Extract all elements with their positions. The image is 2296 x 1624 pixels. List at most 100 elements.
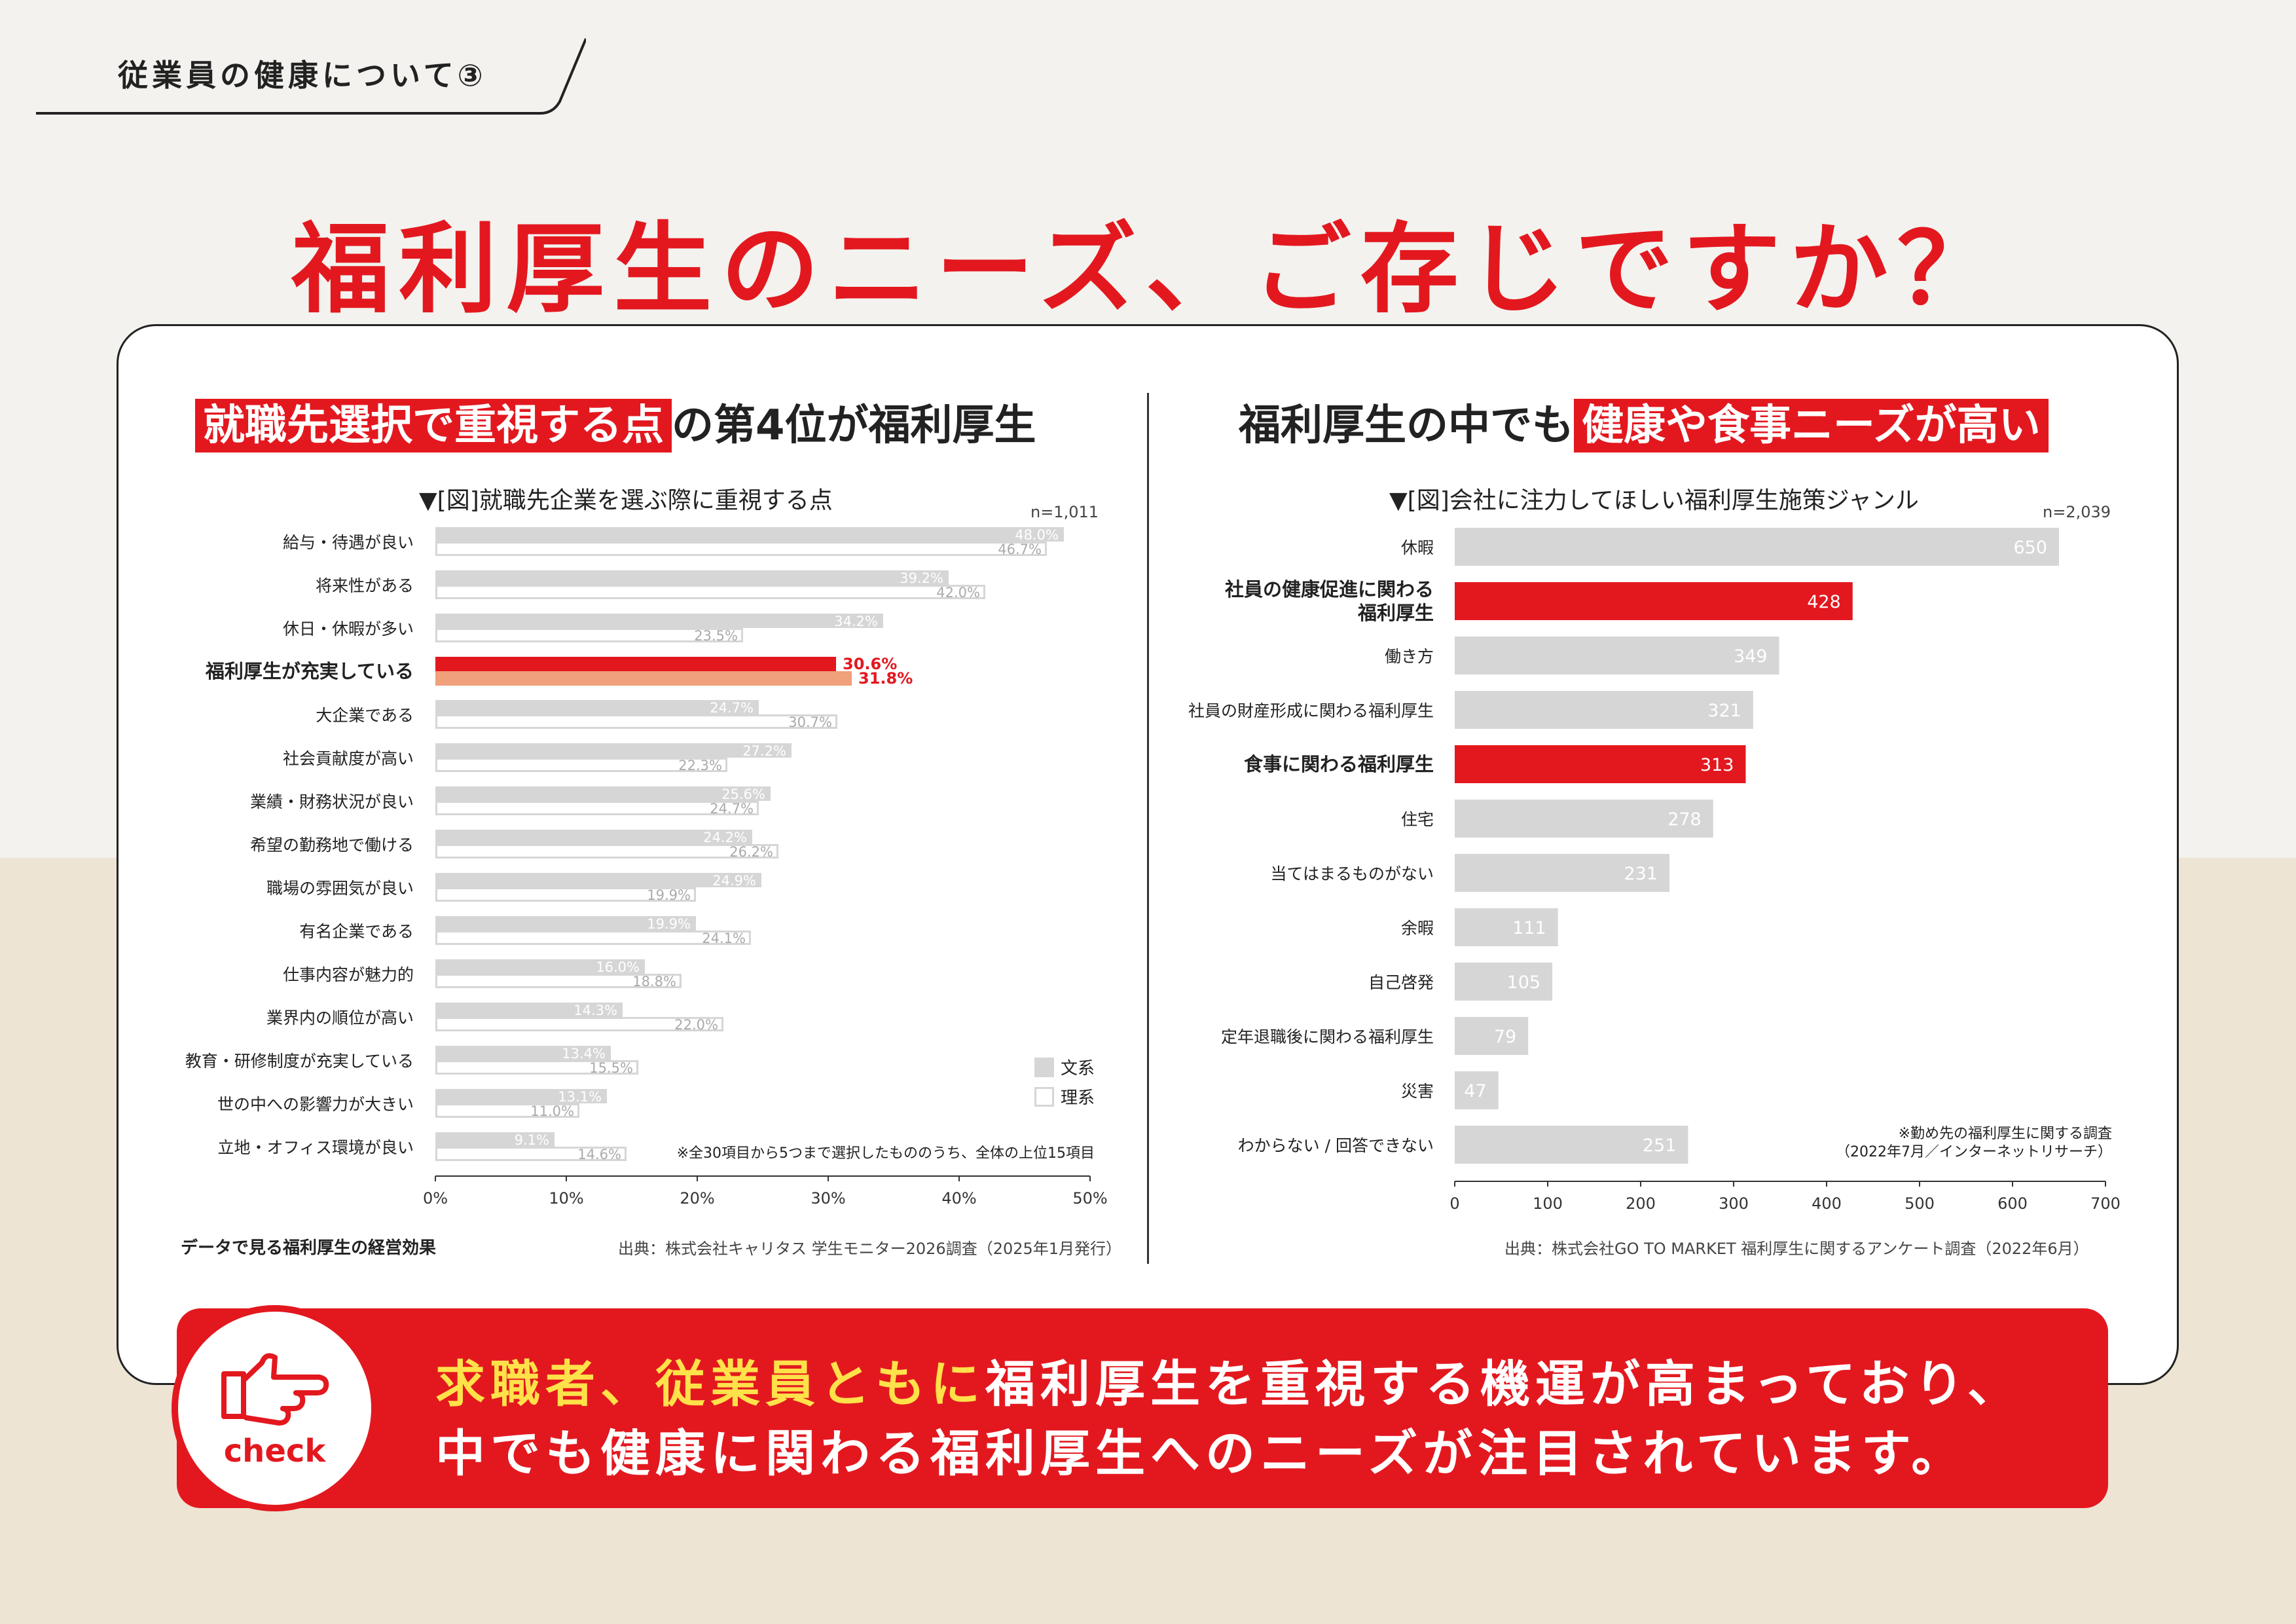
left-source: 出典：株式会社キャリタス 学生モニター2026調査（2025年1月発行） (618, 1240, 1122, 1258)
category-label: 福利厚生が充実している (205, 660, 414, 682)
data-label: 47 (1464, 1081, 1486, 1101)
chart-note-line2: （2022年7月／インターネットリサーチ） (1836, 1144, 2112, 1160)
category-label: わからない / 回答できない (1238, 1136, 1434, 1155)
right-title-rest: 福利厚生の中でも (1239, 401, 1574, 450)
data-label-bunkei: 16.0% (596, 959, 640, 975)
data-label-bunkei: 27.2% (742, 743, 786, 759)
category-label: 災害 (1401, 1082, 1434, 1101)
data-label-bunkei: 19.9% (647, 916, 691, 932)
category-label: 有名企業である (299, 922, 414, 941)
bar (1455, 1071, 1499, 1109)
x-tick-label: 700 (2090, 1194, 2121, 1213)
chart-note-line1: ※勤め先の福利厚生に関する調査 (1899, 1126, 2112, 1142)
right-section-title: 福利厚生の中でも 健康や食事ニーズが高い (1239, 392, 2049, 452)
page-title: 福利厚生のニーズ、ご存じですか？ (291, 213, 2005, 327)
data-label-bunkei: 39.2% (900, 570, 943, 586)
category-label: 将来性がある (316, 576, 414, 595)
bar-rikei (435, 758, 727, 772)
bar (1455, 854, 1670, 892)
x-tick-label: 10% (549, 1189, 583, 1208)
left-n-label: n=1,011 (1030, 503, 1099, 521)
category-label: 食事に関わる福利厚生 (1244, 753, 1434, 775)
data-label: 111 (1512, 918, 1546, 938)
bar (1455, 1126, 1688, 1164)
x-tick-label: 400 (1812, 1194, 1842, 1213)
right-chart-caption: ▼[図]会社に注力してほしい福利厚生施策ジャンル (1389, 487, 1919, 514)
data-label-rikei: 26.2% (729, 844, 773, 860)
check-text-highlight: 求職者、従業員ともに (435, 1355, 985, 1413)
check-badge: check (172, 1305, 378, 1511)
legend-label-rikei: 理系 (1061, 1088, 1095, 1108)
check-text-line1-rest: 福利厚生を重視する機運が高まっており、 (985, 1355, 2022, 1413)
data-label: 251 (1643, 1135, 1677, 1156)
left-title-rest: の第4位が福利厚生 (672, 401, 1036, 450)
category-label: 世の中への影響力が大きい (217, 1095, 414, 1114)
bar-bunkei (435, 916, 696, 931)
bar-bunkei (435, 959, 645, 974)
section-tag: 従業員の健康について③ (36, 36, 586, 118)
bar-rikei (435, 1060, 638, 1075)
data-label-bunkei: 34.2% (834, 614, 878, 629)
category-label: 社員の財産形成に関わる福利厚生 (1188, 701, 1434, 720)
x-tick-label: 50% (1072, 1189, 1107, 1208)
data-label-bunkei: 30.6% (843, 655, 897, 673)
data-label-rikei: 22.0% (674, 1017, 718, 1033)
data-label-bunkei: 24.2% (703, 830, 747, 845)
legend-label-bunkei: 文系 (1061, 1059, 1095, 1079)
data-label-bunkei: 24.9% (712, 873, 756, 889)
category-label: 社会貢献度が高い (283, 749, 414, 768)
bar-rikei (435, 542, 1047, 556)
card-divider (1147, 393, 1149, 1264)
check-text-line2: 中でも健康に関わる福利厚生へのニーズが注目されています。 (435, 1424, 1967, 1483)
left-chart-caption: ▼[図]就職先企業を選ぶ際に重視する点 (419, 487, 833, 514)
bar (1455, 963, 1553, 1001)
data-label: 321 (1707, 701, 1741, 721)
data-label: 349 (1734, 646, 1768, 667)
data-label-rikei: 18.8% (632, 974, 676, 989)
bar-bunkei (435, 527, 1064, 542)
data-label-bunkei: 24.7% (710, 700, 754, 716)
right-source: 出典：株式会社GO TO MARKET 福利厚生に関するアンケート調査（2022… (1504, 1240, 2089, 1258)
right-title-highlight: 健康や食事ニーズが高い (1574, 399, 2049, 452)
section-tag-text: 従業員の健康について③ (118, 58, 487, 93)
bar-rikei (435, 1103, 579, 1118)
bar-rikei (435, 1017, 723, 1031)
category-label: 立地・オフィス環境が良い (217, 1138, 414, 1157)
category-label: 業界内の順位が高い (266, 1008, 414, 1027)
data-label-rikei: 24.7% (710, 801, 754, 817)
bar-bunkei (435, 700, 759, 714)
bar-rikei (435, 628, 743, 642)
data-label-bunkei: 13.4% (562, 1046, 606, 1061)
data-label: 313 (1700, 755, 1734, 775)
category-label: 社員の健康促進に関わる (1225, 578, 1434, 600)
category-label: 希望の勤務地で働ける (250, 836, 414, 855)
data-label-rikei: 30.7% (788, 714, 832, 730)
legend-swatch-rikei (1034, 1087, 1054, 1107)
data-label-rikei: 19.9% (647, 887, 691, 903)
bar (1455, 691, 1753, 729)
category-label: 当てはまるものがない (1270, 864, 1434, 883)
chart-note: ※全30項目から5つまで選択したもののうち、全体の上位15項目 (677, 1145, 1095, 1162)
data-label-rikei: 46.7% (998, 542, 1042, 557)
data-label: 79 (1494, 1027, 1516, 1047)
bar-rikei (435, 887, 696, 902)
x-tick-label: 200 (1626, 1194, 1656, 1213)
x-tick-label: 100 (1533, 1194, 1563, 1213)
check-banner (177, 1308, 2108, 1508)
bar-rikei (435, 1147, 627, 1161)
data-label: 278 (1667, 809, 1702, 830)
category-label: 休暇 (1401, 538, 1434, 557)
data-label: 428 (1807, 592, 1841, 612)
data-label-bunkei: 14.3% (574, 1003, 617, 1018)
category-label: 自己啓発 (1368, 973, 1434, 992)
data-label-rikei: 23.5% (694, 628, 738, 644)
data-label-rikei: 22.3% (678, 758, 722, 773)
bar-rikei (435, 801, 759, 815)
data-label-rikei: 24.1% (702, 931, 746, 946)
tag-underline (36, 38, 586, 115)
category-label: 大企業である (316, 706, 414, 725)
check-icon-label: check (223, 1433, 326, 1469)
bar-rikei (435, 714, 837, 729)
right-n-label: n=2,039 (2043, 503, 2111, 521)
